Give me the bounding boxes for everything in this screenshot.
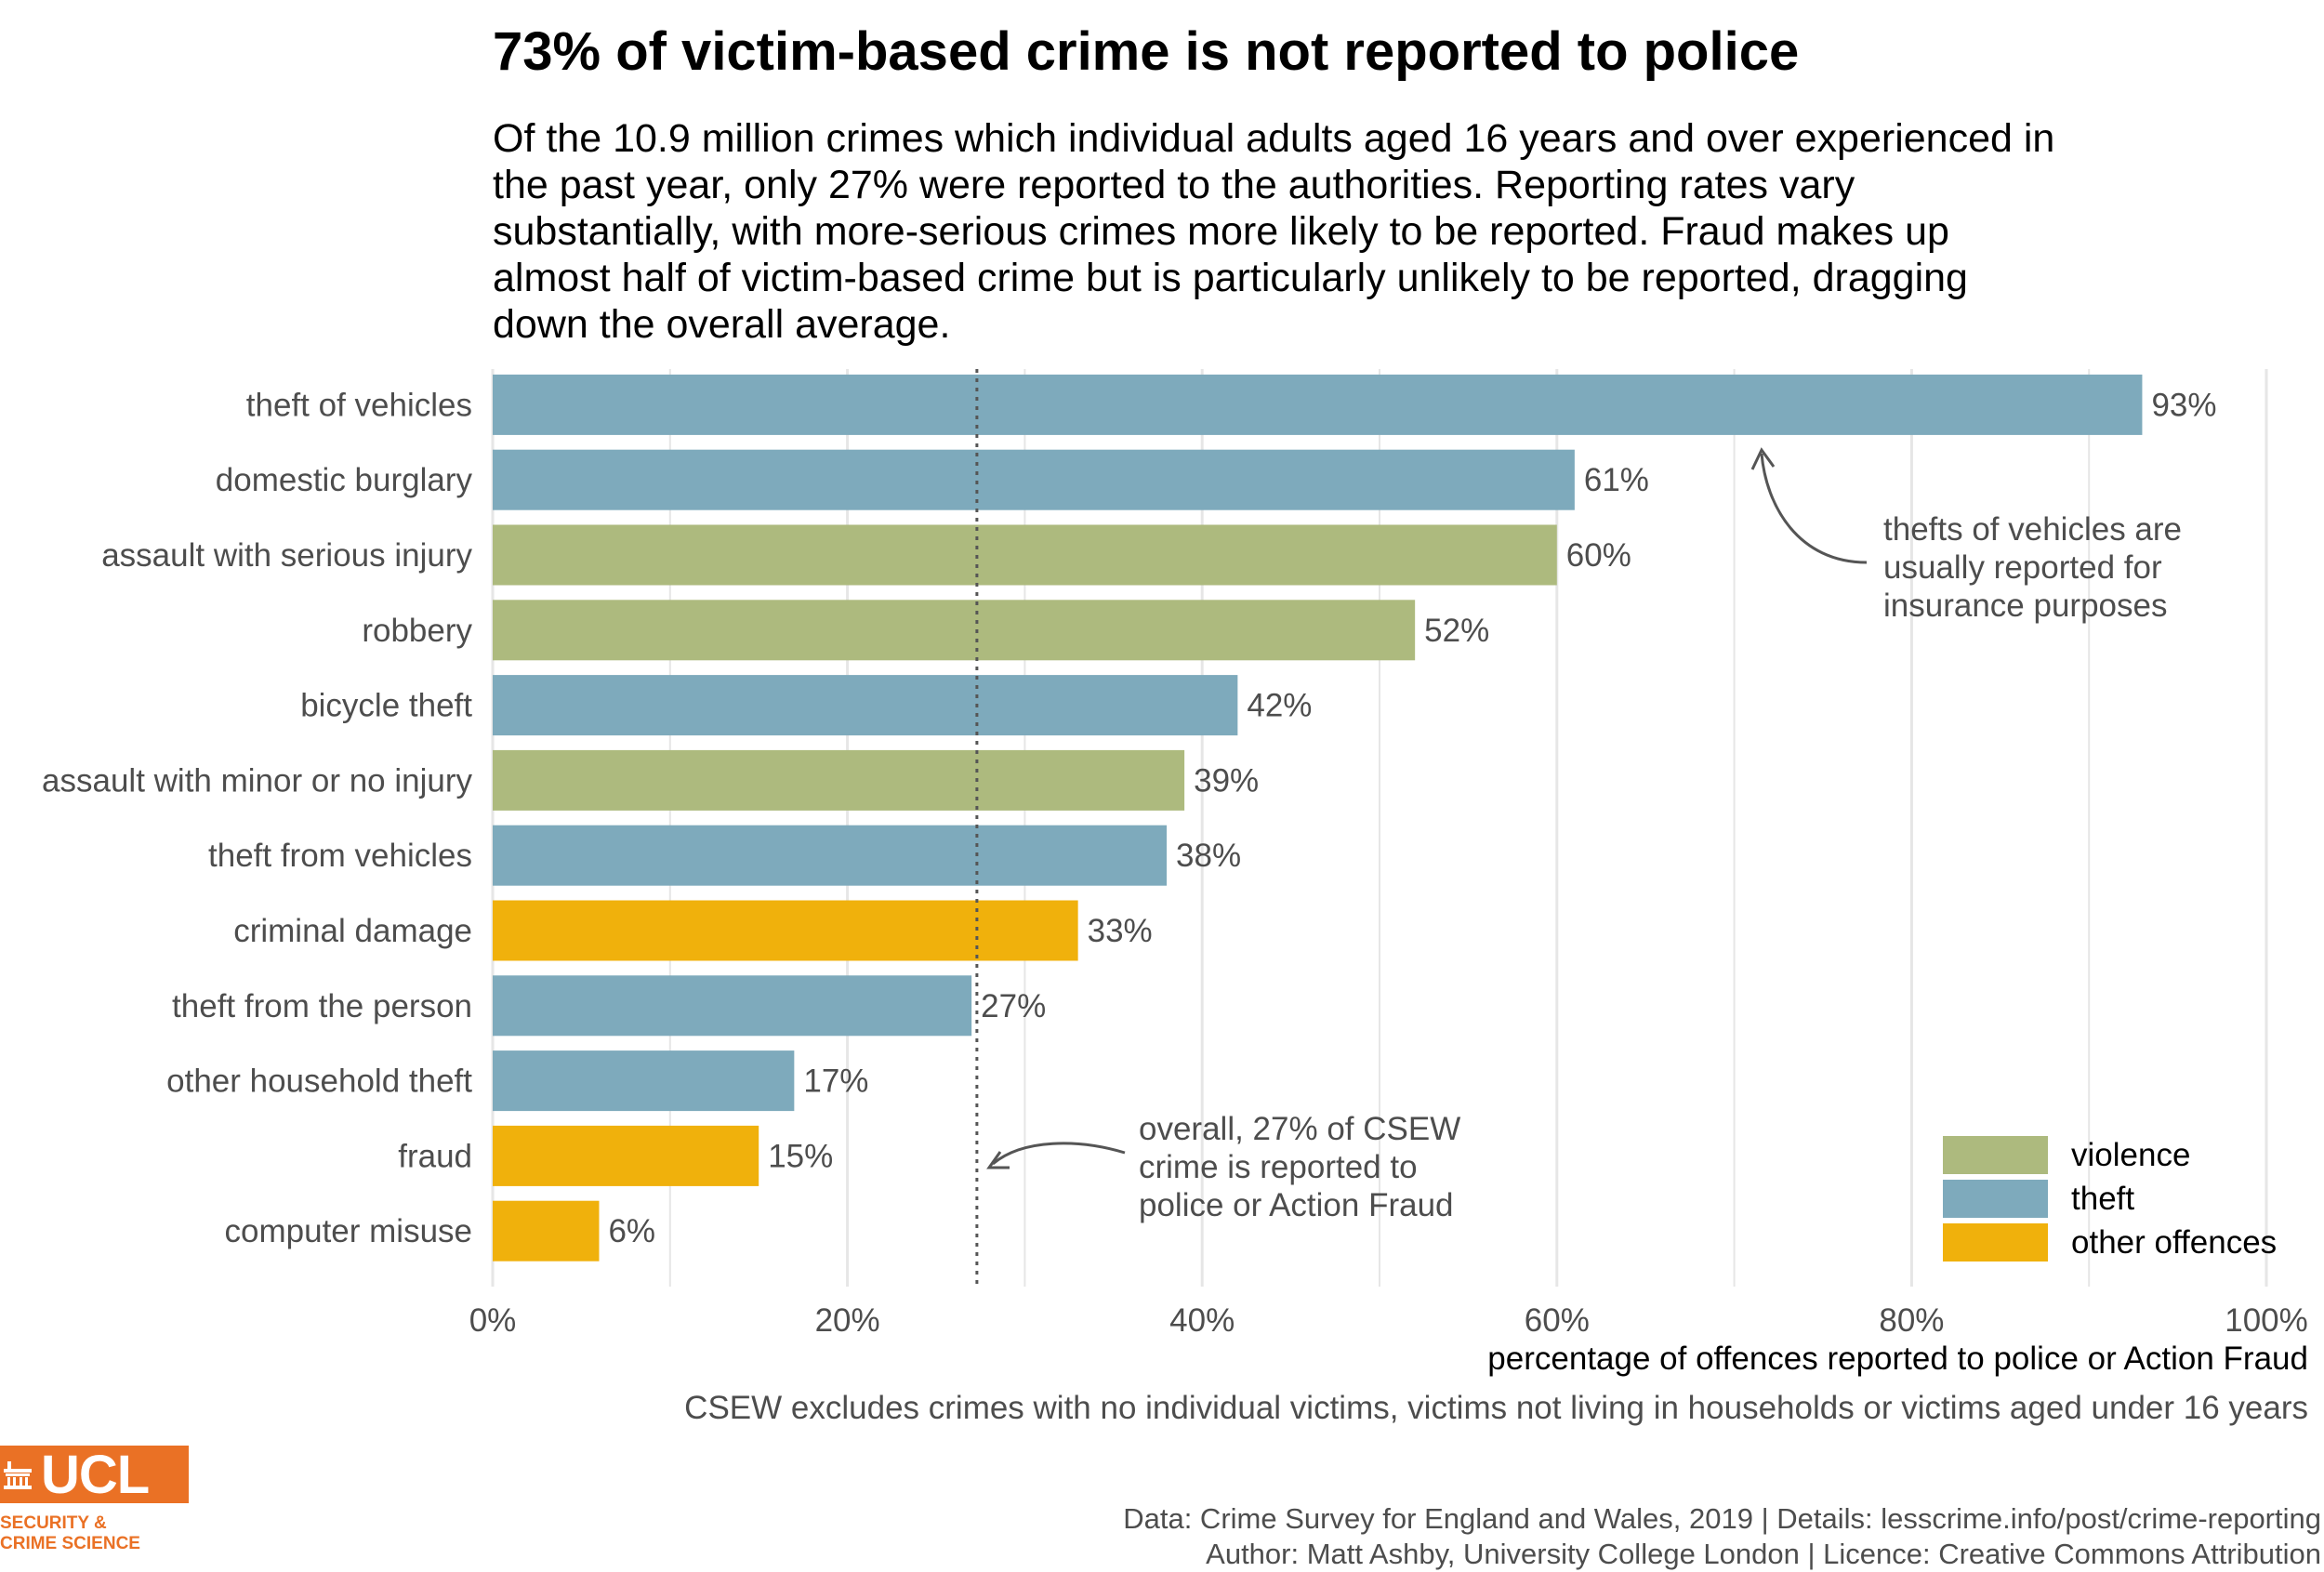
value-label: 39% — [1194, 762, 1259, 799]
bar — [493, 1200, 600, 1262]
x-tick-label: 20% — [815, 1302, 880, 1339]
bar — [493, 1125, 759, 1186]
legend-swatch — [1943, 1180, 2048, 1218]
source-line-data: Data: Crime Survey for England and Wales… — [1123, 1502, 2321, 1535]
annotation-text: overall, 27% of CSEW — [1139, 1111, 1460, 1147]
value-label: 93% — [2151, 387, 2216, 423]
category-label: criminal damage — [233, 913, 472, 949]
bar — [493, 449, 1575, 510]
value-label: 33% — [1088, 913, 1153, 949]
legend-swatch — [1943, 1136, 2048, 1174]
ucl-logo-subtext-line: SECURITY & — [0, 1513, 107, 1533]
annotation-arrowhead — [1750, 447, 1776, 470]
legend-swatch — [1943, 1223, 2048, 1262]
annotation-text: insurance purposes — [1883, 588, 2167, 624]
annotation-text: police or Action Fraud — [1139, 1187, 1454, 1223]
category-label: theft from vehicles — [208, 838, 472, 874]
legend-label: other offences — [2071, 1224, 2277, 1261]
bar — [493, 900, 1078, 961]
value-label: 61% — [1584, 462, 1649, 498]
category-label: bicycle theft — [300, 688, 472, 724]
category-label: computer misuse — [225, 1213, 472, 1249]
value-label: 27% — [981, 988, 1046, 1024]
bar — [493, 975, 972, 1037]
x-axis-label: percentage of offences reported to polic… — [1487, 1341, 2308, 1377]
x-tick-label: 40% — [1169, 1302, 1235, 1339]
ucl-dome-icon — [4, 1461, 32, 1489]
category-label: domestic burglary — [216, 462, 473, 498]
bar — [493, 675, 1238, 736]
category-label: fraud — [398, 1138, 472, 1174]
annotation-text: thefts of vehicles are — [1883, 511, 2182, 548]
annotation-arrowhead — [986, 1151, 1010, 1169]
x-tick-label: 0% — [469, 1302, 517, 1339]
category-label: robbery — [362, 613, 472, 649]
value-label: 6% — [608, 1213, 655, 1249]
chart-title: 73% of victim-based crime is not reporte… — [493, 21, 1800, 82]
bar — [493, 749, 1185, 811]
bar — [493, 600, 1416, 661]
annotation-text: crime is reported to — [1139, 1149, 1418, 1185]
legend-label: theft — [2071, 1181, 2134, 1217]
ucl-logo-subtext: SECURITY & CRIME SCIENCE — [0, 1513, 140, 1554]
annotation-text: usually reported for — [1883, 549, 2162, 586]
category-label: theft from the person — [172, 988, 472, 1024]
source-credits: Data: Crime Survey for England and Wales… — [1123, 1501, 2321, 1572]
bar — [493, 374, 2143, 435]
category-label: other household theft — [166, 1063, 472, 1100]
x-tick-label: 100% — [2225, 1302, 2308, 1339]
category-label: assault with minor or no injury — [42, 762, 472, 799]
value-label: 42% — [1247, 688, 1312, 724]
ucl-logo — [0, 1446, 189, 1503]
value-label: 52% — [1424, 613, 1489, 649]
x-tick-label: 80% — [1879, 1302, 1944, 1339]
chart-subtitle: Of the 10.9 million crimes which individ… — [493, 116, 2055, 347]
category-label: theft of vehicles — [246, 387, 472, 423]
annotation-arrow — [1760, 453, 1868, 564]
x-tick-label: 60% — [1525, 1302, 1590, 1339]
chart-caption: CSEW excludes crimes with no individual … — [684, 1390, 2308, 1426]
value-label: 17% — [803, 1063, 868, 1100]
bar — [493, 825, 1168, 886]
ucl-logo-subtext-line: CRIME SCIENCE — [0, 1534, 140, 1553]
value-label: 60% — [1566, 537, 1631, 574]
bar — [493, 1050, 795, 1112]
category-label: assault with serious injury — [101, 537, 472, 574]
value-label: 15% — [768, 1138, 833, 1174]
bar — [493, 524, 1557, 586]
annotation-arrow — [992, 1142, 1126, 1166]
value-label: 38% — [1176, 838, 1241, 874]
legend-label: violence — [2071, 1137, 2190, 1173]
ucl-logo-text: UCL — [41, 1445, 150, 1505]
source-line-author: Author: Matt Ashby, University College L… — [1206, 1538, 2321, 1570]
